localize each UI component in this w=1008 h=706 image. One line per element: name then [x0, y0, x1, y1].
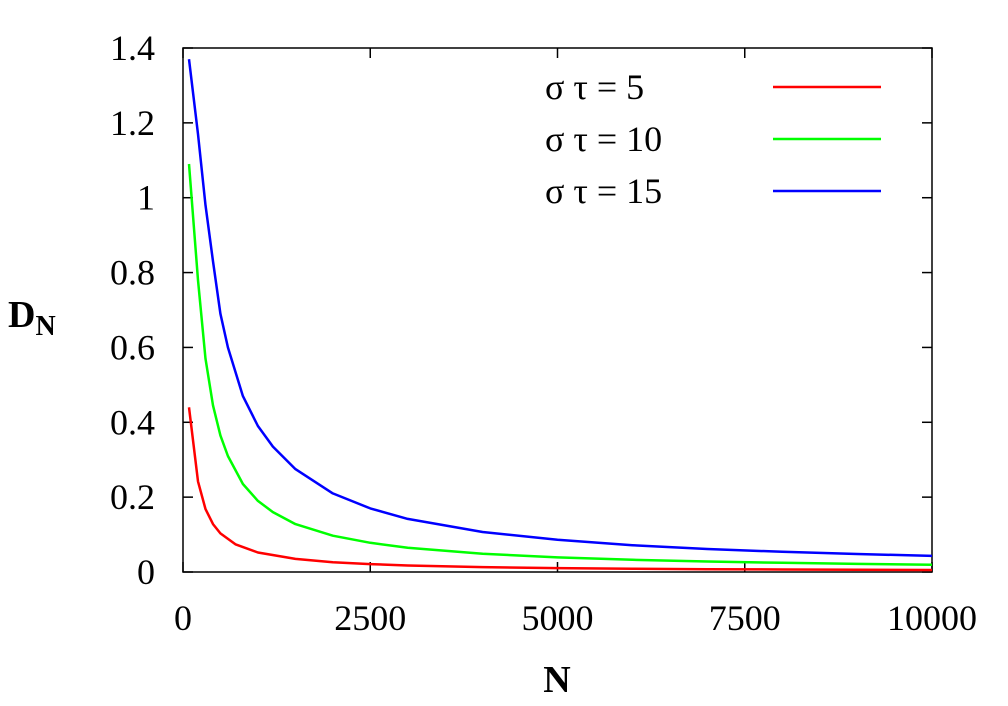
y-axis-label: DN [8, 294, 56, 342]
x-tick-label: 10000 [887, 598, 977, 638]
y-tick-label: 0.8 [110, 253, 155, 293]
y-tick-label: 0.4 [110, 402, 155, 442]
y-tick-label: 1.4 [110, 28, 155, 68]
series-layer [187, 59, 933, 572]
y-axis-label-main: D [8, 294, 35, 336]
x-ticks: 0 2500 5000 7500 10000 [174, 48, 977, 638]
x-tick-label: 0 [174, 598, 192, 638]
x-tick-label: 2500 [334, 598, 406, 638]
x-tick-label: 7500 [709, 598, 781, 638]
series-line-2 [187, 163, 933, 566]
x-tick-label: 5000 [522, 598, 594, 638]
y-tick-label: 0.2 [110, 477, 155, 517]
legend-label-1: σ τ = 5 [545, 67, 644, 107]
y-tick-label: 1.2 [110, 103, 155, 143]
y-tick-label: 0.6 [110, 327, 155, 367]
legend: σ τ = 5 σ τ = 10 σ τ = 15 [545, 67, 881, 211]
y-ticks: 0 0.2 0.4 0.6 0.8 1 1.2 1.4 [110, 28, 932, 592]
y-axis-label-subscript: N [35, 311, 55, 342]
legend-label-3: σ τ = 15 [545, 171, 662, 211]
series-line-1 [187, 407, 933, 572]
y-tick-label: 1 [137, 178, 155, 218]
legend-label-2: σ τ = 10 [545, 119, 662, 159]
series-line-3 [187, 59, 933, 558]
y-tick-label: 0 [137, 552, 155, 592]
x-axis-label: N [543, 659, 570, 701]
